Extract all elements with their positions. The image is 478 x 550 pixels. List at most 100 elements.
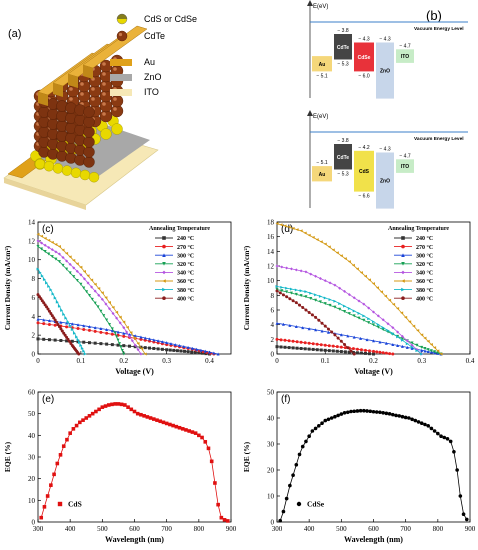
- legend-entry: 300 °C: [155, 252, 194, 259]
- data-point: [347, 293, 351, 297]
- data-point: [351, 263, 355, 267]
- data-point: [162, 270, 166, 275]
- data-point: [419, 421, 424, 425]
- au-strip-side: [53, 83, 63, 97]
- data-point: [310, 429, 315, 433]
- data-point: [301, 326, 305, 330]
- series-320c: [36, 245, 126, 356]
- data-point: [279, 223, 283, 227]
- data-point: [115, 316, 119, 320]
- data-point: [352, 335, 356, 339]
- data-point: [338, 302, 342, 306]
- data-point: [125, 330, 129, 334]
- data-point: [401, 270, 405, 275]
- data-point: [359, 348, 363, 352]
- data-point: [439, 434, 443, 438]
- au-strip-side: [38, 92, 48, 106]
- data-point: [328, 281, 332, 285]
- y-tick-label: 30: [28, 454, 36, 462]
- data-point: [381, 328, 385, 332]
- data-point: [355, 409, 360, 413]
- data-point: [106, 403, 111, 407]
- band-top-value: − 3.8: [337, 138, 348, 144]
- data-point: [318, 276, 322, 280]
- data-point: [346, 346, 350, 350]
- y-tick-label: 0: [32, 351, 36, 359]
- band-name: ZnO: [380, 179, 390, 185]
- au-top-strips: [37, 25, 148, 106]
- data-point: [113, 331, 117, 335]
- panel-a-label: (a): [8, 28, 22, 40]
- data-point: [452, 450, 456, 454]
- data-point: [93, 326, 97, 330]
- data-point: [285, 266, 289, 270]
- legend-entry: 380 °C: [394, 287, 433, 294]
- data-point: [426, 350, 430, 354]
- data-point: [158, 419, 163, 424]
- data-point: [335, 345, 339, 349]
- data-point: [346, 334, 350, 338]
- data-point: [331, 344, 335, 348]
- data-point: [52, 316, 56, 320]
- x-tick-label: 0.1: [321, 357, 330, 365]
- band-top-value: − 4.7: [399, 43, 410, 49]
- band-name: CdTe: [337, 155, 349, 161]
- data-point: [79, 344, 83, 348]
- data-point: [206, 446, 211, 451]
- data-point: [323, 279, 327, 283]
- data-point: [420, 345, 424, 349]
- data-point: [327, 245, 331, 249]
- data-point: [148, 346, 152, 350]
- x-axis-label: Voltage (V): [115, 367, 154, 376]
- data-point: [36, 267, 40, 271]
- band-cdte: CdTe − 3.8 − 5.3: [334, 28, 352, 68]
- data-point: [71, 427, 76, 431]
- band-bar: [354, 150, 374, 192]
- data-point: [76, 323, 80, 327]
- data-point: [336, 413, 340, 418]
- y-tick-label: 40: [28, 432, 36, 440]
- legend-au: Au: [110, 57, 156, 69]
- band-diagram-top: E(eV) Vacuum Energy Level Au − 5.1 CdTe − 3.8…: [307, 0, 468, 99]
- data-point: [193, 350, 197, 354]
- data-point: [410, 345, 414, 349]
- data-point: [82, 349, 86, 353]
- legend-label: 360 °C: [416, 278, 433, 285]
- data-point: [367, 352, 371, 356]
- data-point: [333, 305, 337, 309]
- legend-label: 380 °C: [177, 287, 194, 294]
- data-point: [177, 425, 182, 430]
- data-point: [76, 338, 80, 342]
- data-point: [391, 326, 395, 330]
- data-point: [291, 339, 295, 343]
- x-tick-label: 300: [272, 525, 283, 533]
- data-point: [410, 417, 414, 422]
- data-point: [129, 331, 133, 335]
- legend-au-label: Au: [144, 57, 156, 67]
- data-point: [323, 343, 327, 347]
- data-point: [400, 334, 404, 338]
- data-point: [115, 335, 119, 339]
- data-point: [225, 519, 230, 523]
- band-ito: ITO − 4.7: [396, 153, 414, 173]
- data-point: [213, 481, 217, 485]
- legend-entry: 300 °C: [394, 252, 433, 259]
- data-point: [107, 322, 111, 326]
- data-point: [347, 260, 351, 264]
- legend-entry: CdS: [57, 500, 82, 509]
- data-point: [162, 287, 166, 292]
- data-point: [283, 345, 287, 349]
- data-point: [372, 349, 375, 353]
- y-tick-label: 4: [271, 321, 275, 329]
- band-name: Au: [319, 172, 326, 178]
- data-point: [333, 414, 337, 419]
- data-point: [87, 341, 91, 345]
- data-point: [61, 248, 65, 252]
- data-point: [328, 298, 332, 302]
- data-point: [315, 238, 319, 242]
- legend-entry: 360 °C: [155, 278, 194, 285]
- data-point: [396, 343, 400, 347]
- data-point: [118, 321, 122, 325]
- series-240c: [275, 345, 375, 356]
- data-point: [429, 342, 433, 346]
